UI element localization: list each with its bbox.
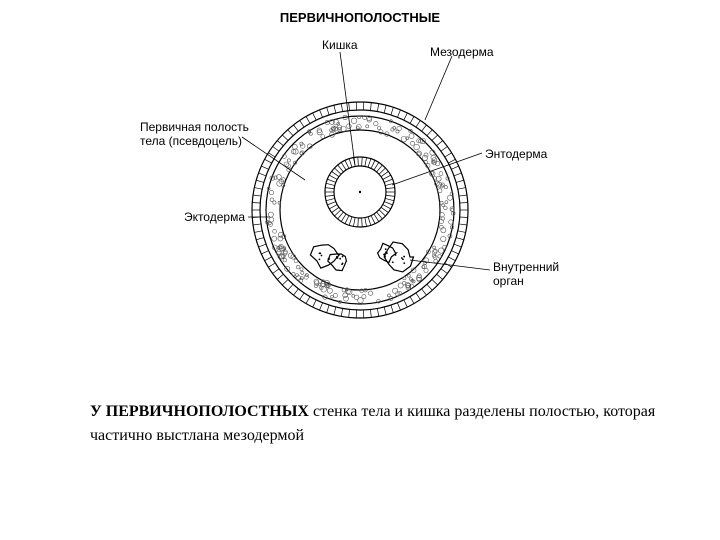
caption-text: У ПЕРВИЧНОПОЛОСТНЫХ стенка тела и кишка …: [90, 400, 680, 448]
label-pervichnaya-line1: Первичная полость: [140, 120, 249, 134]
label-vnutr-line1: Внутренний: [493, 260, 559, 274]
label-mezoderma: Мезодерма: [430, 45, 494, 59]
caption-bold: У ПЕРВИЧНОПОЛОСТНЫХ: [90, 403, 309, 420]
label-ektoderma: Эктодерма: [175, 210, 245, 224]
label-vnutrenniy-organ: Внутренний орган: [493, 260, 559, 289]
cross-section-diagram: [130, 10, 590, 370]
label-vnutr-line2: орган: [493, 274, 524, 288]
label-entoderma: Энтодерма: [485, 147, 547, 161]
label-pervichnaya: Первичная полость тела (псевдоцель): [140, 120, 249, 149]
diagram-container: ПЕРВИЧНОПОЛОСТНЫЕ Кишка Мезодерма Первич…: [130, 10, 590, 370]
label-kishka: Кишка: [322, 38, 358, 52]
label-pervichnaya-line2: тела (псевдоцель): [140, 134, 242, 148]
